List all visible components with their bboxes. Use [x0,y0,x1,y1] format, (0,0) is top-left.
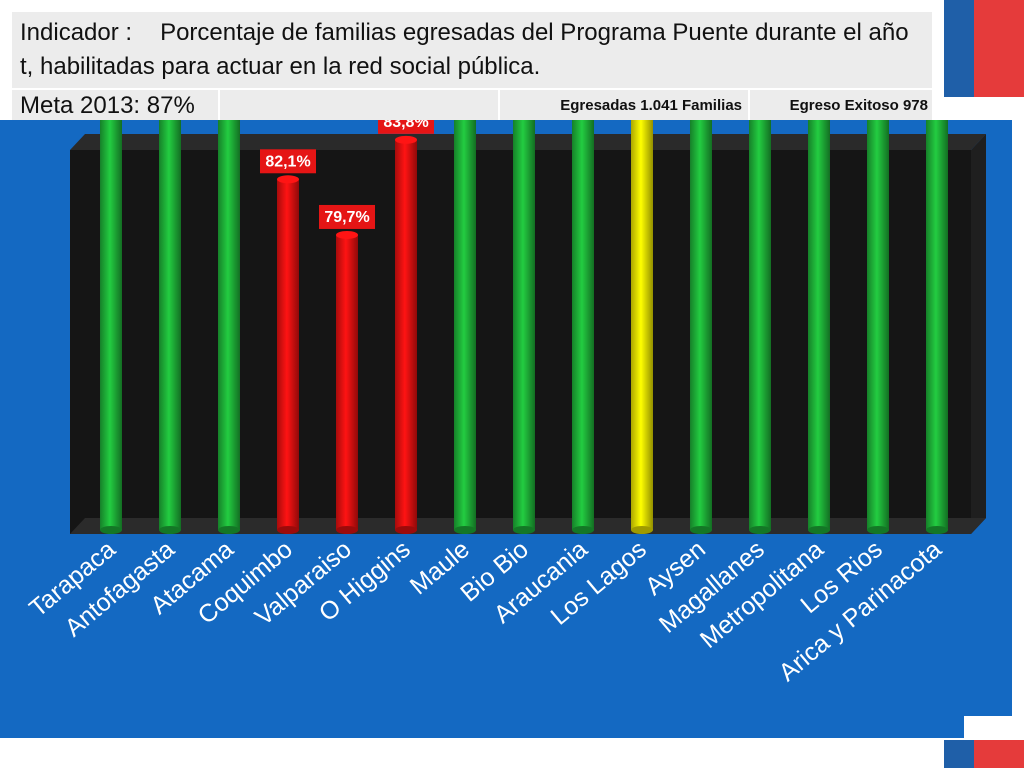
bar-base [926,526,948,534]
data-label-bg [319,204,375,229]
bar-araucania [572,120,594,530]
bar-base [218,526,240,534]
data-label-bg [260,149,316,174]
data-labels-group: 89,7%91,1%90,4%82,1%79,7%83,8%93,9%93,1%… [260,120,434,229]
bar-base [395,526,417,534]
indicator-row: Indicador : Porcentaje de familias egresa… [12,12,932,88]
bar-base [867,526,889,534]
egreso-exitoso-cell: Egreso Exitoso 978 [750,90,932,122]
category-labels-group: TarapacaAntofagastaAtacamaCoquimboValpar… [24,535,947,687]
bar-antofagasta [159,120,181,531]
meta-row: Meta 2013: 87% Egresadas 1.041 Familias … [12,90,932,122]
blue-stripe [944,0,974,97]
bar-coquimbo [277,179,299,530]
plot-wall-side [971,134,986,534]
bar-o-higgins [395,139,417,530]
bar-aysen [690,120,712,531]
bar-arica-y-parinacota [926,120,948,530]
red-stripe [974,0,1024,97]
meta-value: Meta 2013: 87% [12,90,218,122]
data-label: 82,1% [265,153,310,170]
bar-base [808,526,830,534]
bar-base [631,526,653,534]
indicator-text: Porcentaje de familias egresadas del Pro… [20,19,909,80]
bar-chart: 89,7%91,1%90,4%82,1%79,7%83,8%93,9%93,1%… [24,120,986,687]
white-gap [964,716,1024,740]
indicator-table: Indicador : Porcentaje de familias egresa… [12,12,932,122]
bar-tarapaca [100,120,122,530]
blue-stripe [944,740,974,768]
bar-metropolitana [808,120,830,531]
data-label: 83,8% [383,120,428,131]
bar-base [100,526,122,534]
bar-base [572,526,594,534]
bar-valparaiso [336,234,358,530]
data-label: 79,7% [324,209,369,226]
data-label-bg [378,120,434,134]
bar-base [277,526,299,534]
egresadas-cell: Egresadas 1.041 Familias [500,90,748,122]
bars-group [100,120,948,534]
bar-base [690,526,712,534]
bar-cap [395,135,417,144]
chart-panel: 89,7%91,1%90,4%82,1%79,7%83,8%93,9%93,1%… [0,120,1012,738]
bar-atacama [218,120,240,531]
bar-los-rios [867,120,889,530]
bar-los-lagos [631,120,653,530]
indicator-label: Indicador : [20,19,133,46]
bar-bio-bio [513,120,535,530]
bar-base [749,526,771,534]
bar-base [513,526,535,534]
bar-maule [454,120,476,530]
bar-base [159,526,181,534]
bar-magallanes [749,120,771,530]
empty-cell [220,90,498,122]
bar-cap [336,230,358,239]
bar-base [454,526,476,534]
bar-cap [277,175,299,184]
bar-base [336,526,358,534]
red-stripe [974,740,1024,768]
